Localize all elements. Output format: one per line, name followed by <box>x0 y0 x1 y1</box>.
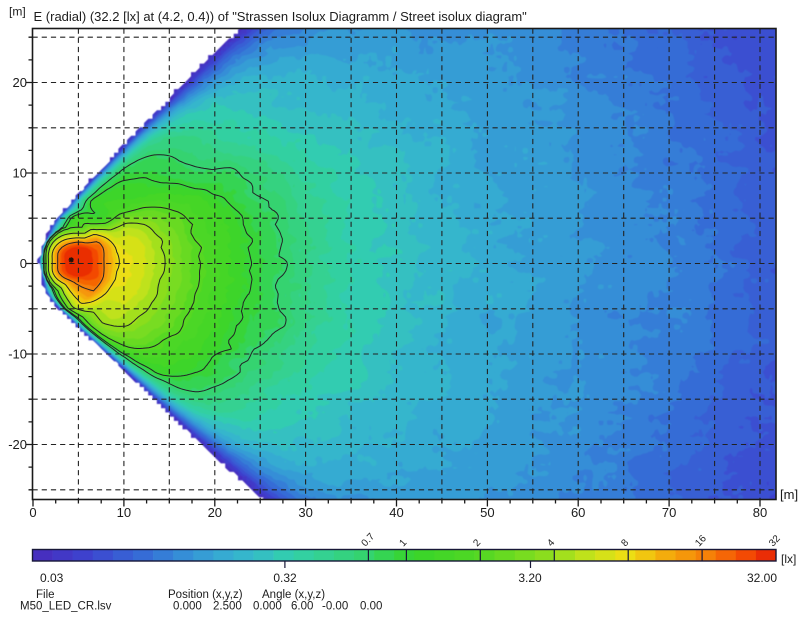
svg-text:20: 20 <box>208 505 222 520</box>
svg-text:-20: -20 <box>8 437 27 452</box>
svg-text:-10: -10 <box>8 347 27 362</box>
svg-text:0: 0 <box>20 256 27 271</box>
svg-text:[m]: [m] <box>780 487 798 502</box>
svg-text:2.500: 2.500 <box>213 601 242 613</box>
svg-text:File: File <box>36 589 55 601</box>
svg-text:8: 8 <box>619 537 631 549</box>
svg-text:60: 60 <box>571 505 585 520</box>
svg-text:80: 80 <box>753 505 767 520</box>
svg-text:4: 4 <box>545 537 557 549</box>
svg-text:20: 20 <box>13 75 27 90</box>
svg-text:0: 0 <box>29 505 36 520</box>
svg-text:10: 10 <box>13 166 27 181</box>
svg-text:10: 10 <box>117 505 131 520</box>
svg-text:70: 70 <box>662 505 676 520</box>
svg-text:2: 2 <box>471 537 483 549</box>
svg-text:M50_LED_CR.lsv: M50_LED_CR.lsv <box>20 601 112 613</box>
svg-text:0.000: 0.000 <box>253 601 282 613</box>
svg-text:[m]: [m] <box>9 5 26 19</box>
svg-text:40: 40 <box>389 505 403 520</box>
svg-text:1: 1 <box>398 537 410 549</box>
svg-text:30: 30 <box>298 505 312 520</box>
svg-text:0.32: 0.32 <box>273 571 297 585</box>
svg-text:50: 50 <box>480 505 494 520</box>
svg-text:-0.00: -0.00 <box>322 601 348 613</box>
svg-text:E (radial) (32.2 [lx] at (4.2,: E (radial) (32.2 [lx] at (4.2, 0.4)) of … <box>34 9 528 24</box>
svg-text:0.000: 0.000 <box>173 601 202 613</box>
svg-text:0.00: 0.00 <box>360 601 382 613</box>
svg-text:32.00: 32.00 <box>747 571 777 585</box>
svg-text:Angle (x,y,z): Angle (x,y,z) <box>262 589 325 601</box>
svg-text:0.03: 0.03 <box>40 571 64 585</box>
svg-text:6.00: 6.00 <box>291 601 313 613</box>
svg-text:Position (x,y,z): Position (x,y,z) <box>168 589 243 601</box>
svg-text:[lx]: [lx] <box>781 552 796 566</box>
svg-text:3.20: 3.20 <box>518 571 542 585</box>
